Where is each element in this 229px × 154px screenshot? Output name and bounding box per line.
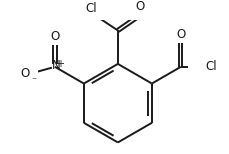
Text: ⁻: ⁻	[31, 77, 36, 87]
Text: O: O	[134, 0, 144, 13]
Text: O: O	[21, 67, 30, 80]
Text: N: N	[51, 59, 60, 73]
Text: O: O	[50, 30, 59, 43]
Text: +: +	[55, 59, 63, 69]
Text: O: O	[175, 28, 185, 41]
Text: Cl: Cl	[204, 60, 216, 73]
Text: Cl: Cl	[85, 2, 97, 15]
